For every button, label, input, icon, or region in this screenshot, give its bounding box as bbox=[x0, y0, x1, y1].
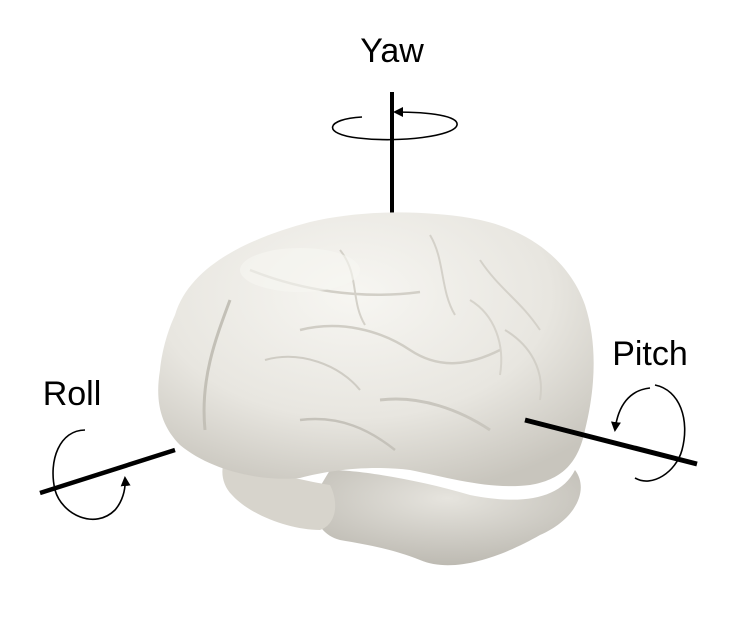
roll-rotation-arrow-icon bbox=[52, 429, 131, 521]
pitch-label: Pitch bbox=[612, 335, 688, 373]
brain-model-icon bbox=[158, 212, 594, 566]
pitch-axis bbox=[524, 417, 698, 467]
pitch-rotation-arrow-icon bbox=[610, 384, 686, 482]
yaw-label: Yaw bbox=[360, 32, 424, 70]
yaw-rotation-arrow-icon bbox=[331, 107, 458, 141]
roll-label: Roll bbox=[43, 375, 102, 413]
roll-axis bbox=[39, 447, 176, 496]
